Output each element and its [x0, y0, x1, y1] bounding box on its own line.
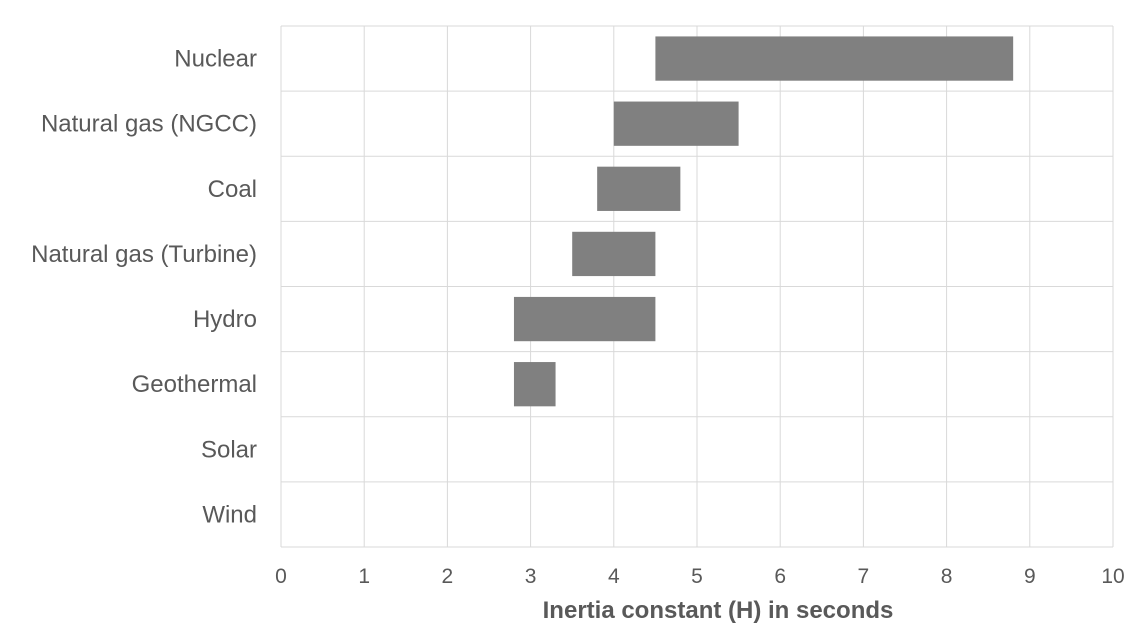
x-tick-label: 6 [774, 565, 786, 588]
x-axis-title: Inertia constant (H) in seconds [543, 597, 894, 624]
x-tick-label: 10 [1101, 565, 1124, 588]
category-label: Hydro [193, 306, 257, 333]
x-tick-label: 7 [858, 565, 870, 588]
range-bar [513, 296, 656, 342]
category-labels: Nuclear Natural gas (NGCC) Coal Natural gas… [31, 46, 257, 529]
x-tick-label: 5 [691, 565, 703, 588]
category-label: Coal [208, 176, 257, 203]
x-tick-label: 0 [275, 565, 287, 588]
x-tick-label: 2 [442, 565, 454, 588]
range-bar [572, 231, 656, 277]
category-label: Wind [202, 501, 257, 528]
x-tick-label: 3 [525, 565, 537, 588]
range-bar [513, 362, 556, 407]
range-bar [597, 166, 681, 211]
x-tick-label: 9 [1024, 565, 1036, 588]
x-tick-label: 4 [608, 565, 620, 588]
category-label: Natural gas (NGCC) [41, 111, 257, 138]
x-tick-labels: 0 1 2 3 4 5 6 7 8 9 10 [275, 565, 1125, 588]
bars [513, 36, 1014, 407]
category-label: Geothermal [132, 371, 257, 398]
range-bar [655, 36, 1014, 81]
range-bar [613, 101, 739, 146]
x-tick-label: 8 [941, 565, 953, 588]
category-label: Nuclear [174, 46, 257, 73]
category-label: Natural gas (Turbine) [31, 241, 257, 268]
x-tick-label: 1 [358, 565, 370, 588]
category-label: Solar [201, 436, 257, 463]
